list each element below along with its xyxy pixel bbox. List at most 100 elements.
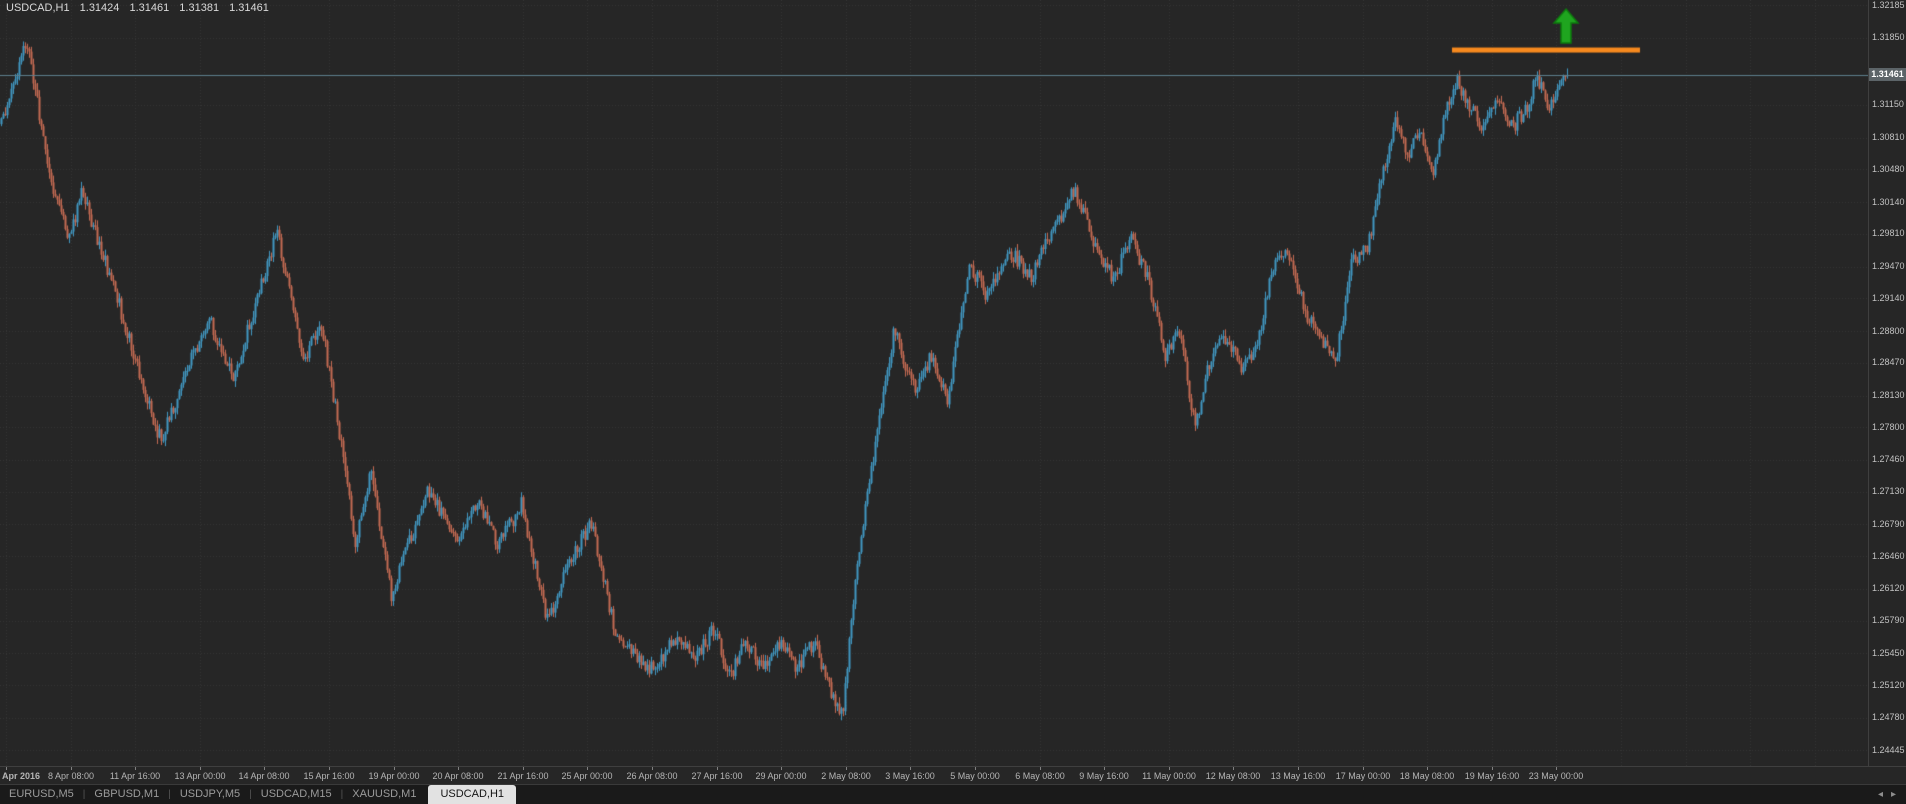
time-axis-tick — [975, 767, 976, 770]
chart-ohlc-readout: USDCAD,H1 1.31424 1.31461 1.31381 1.3146… — [6, 2, 276, 14]
time-axis-tick — [329, 767, 330, 770]
price-axis-label: 1.25120 — [1872, 679, 1905, 690]
time-axis-label: 3 May 16:00 — [885, 771, 935, 781]
price-axis-label: 1.26120 — [1872, 583, 1905, 594]
time-axis-label: 11 May 00:00 — [1142, 771, 1196, 781]
time-axis-tick — [1427, 767, 1428, 770]
time-axis-label: 5 May 00:00 — [950, 771, 1000, 781]
time-axis-label: Apr 2016 — [2, 771, 41, 781]
price-axis-label: 1.26790 — [1872, 518, 1905, 529]
time-axis-tick — [587, 767, 588, 770]
time-axis-tick — [71, 767, 72, 770]
time-axis-label: 25 Apr 00:00 — [561, 771, 613, 781]
time-axis-tick — [781, 767, 782, 770]
time-axis-tick — [1556, 767, 1557, 770]
time-axis-tick — [846, 767, 847, 770]
chart-tab-bar: EURUSD,M5 | GBPUSD,M1 | USDJPY,M5 | USDCAD,M15… — [0, 784, 1906, 804]
tab-scroll-controls: ◂ ▸ — [1878, 789, 1906, 804]
chart-tab-xauusd-m1[interactable]: XAUUSD,M1 — [352, 788, 417, 800]
current-price-tag: 1.31461 — [1869, 68, 1906, 82]
time-axis-label: 19 May 16:00 — [1464, 771, 1520, 781]
time-axis-tick — [458, 767, 459, 770]
ohlc-close-value: 1.31461 — [229, 2, 269, 14]
tab-separator: | — [82, 789, 86, 800]
time-axis-label: 8 Apr 08:00 — [47, 771, 95, 781]
price-axis-label: 1.27130 — [1872, 486, 1905, 497]
tab-scroll-right-icon[interactable]: ▸ — [1890, 789, 1896, 800]
price-axis-label: 1.24445 — [1872, 744, 1905, 755]
chart-tab-eurusd-m5[interactable]: EURUSD,M5 — [9, 788, 74, 800]
price-axis-label: 1.25450 — [1872, 647, 1905, 658]
price-axis-label: 1.30480 — [1872, 163, 1905, 174]
candlestick-chart-canvas[interactable] — [0, 0, 1868, 766]
price-axis-label: 1.26460 — [1872, 550, 1905, 561]
time-axis-tick — [1492, 767, 1493, 770]
time-axis-label: 29 Apr 00:00 — [755, 771, 807, 781]
time-axis[interactable]: Apr 2016 8 Apr 08:00 11 Apr 16:00 13 Apr 00… — [0, 766, 1906, 785]
price-axis-label: 1.32185 — [1872, 0, 1905, 10]
time-axis-label: 13 Apr 00:00 — [174, 771, 226, 781]
price-axis-label: 1.24780 — [1872, 712, 1905, 723]
price-axis-label: 1.30140 — [1872, 196, 1905, 207]
ohlc-low-value: 1.31381 — [179, 2, 220, 14]
price-axis-label: 1.27800 — [1872, 421, 1905, 432]
price-axis-label: 1.29140 — [1872, 292, 1905, 303]
time-axis-label: 9 May 16:00 — [1079, 771, 1129, 781]
time-axis-tick — [6, 767, 7, 770]
price-axis[interactable]: 1.31461 1.32185 1.31850 1.31150 1.30810 1.30… — [1868, 0, 1906, 766]
time-axis-label: 12 May 08:00 — [1205, 771, 1261, 781]
price-axis-label: 1.25790 — [1872, 615, 1905, 626]
time-axis-tick — [1104, 767, 1105, 770]
price-axis-label: 1.31150 — [1872, 99, 1904, 110]
time-axis-label: 13 May 16:00 — [1270, 771, 1326, 781]
time-axis-tick — [1169, 767, 1170, 770]
time-axis-label: 14 Apr 08:00 — [238, 771, 290, 781]
chart-area[interactable]: USDCAD,H1 1.31424 1.31461 1.31381 1.3146… — [0, 0, 1906, 766]
price-axis-label: 1.27460 — [1872, 454, 1905, 465]
time-axis-label: 21 Apr 16:00 — [497, 771, 549, 781]
price-axis-label: 1.28470 — [1872, 357, 1905, 368]
time-axis-tick — [523, 767, 524, 770]
time-axis-label: 20 Apr 08:00 — [432, 771, 484, 781]
price-axis-label: 1.28800 — [1872, 325, 1905, 336]
chart-tab-usdcad-m15[interactable]: USDCAD,M15 — [260, 788, 332, 800]
chart-tabs: EURUSD,M5 | GBPUSD,M1 | USDJPY,M5 | USDCAD,M15… — [0, 785, 519, 804]
price-axis-label: 1.29810 — [1872, 228, 1905, 239]
time-axis-tick — [1040, 767, 1041, 770]
time-axis-label: 18 May 08:00 — [1399, 771, 1455, 781]
time-axis-label: 23 May 00:00 — [1528, 771, 1584, 781]
time-axis-tick — [264, 767, 265, 770]
price-axis-label: 1.31850 — [1872, 32, 1905, 43]
tab-separator: | — [168, 789, 171, 800]
chart-symbol-timeframe: USDCAD,H1 — [6, 2, 70, 14]
chart-tab-usdcad-h1[interactable]: USDCAD,H1 — [428, 785, 517, 804]
tab-scroll-left-icon[interactable]: ◂ — [1877, 789, 1883, 800]
time-axis-label: 15 Apr 16:00 — [303, 771, 355, 781]
tab-separator: | — [249, 789, 252, 800]
time-axis-tick — [652, 767, 653, 770]
price-axis-label: 1.30810 — [1872, 132, 1905, 143]
chart-tab-usdjpy-m5[interactable]: USDJPY,M5 — [179, 788, 241, 800]
time-axis-label: 11 Apr 16:00 — [109, 771, 161, 781]
time-axis-label: 27 Apr 16:00 — [691, 771, 743, 781]
time-axis-tick — [394, 767, 395, 770]
time-axis-label: 26 Apr 08:00 — [626, 771, 678, 781]
time-axis-tick — [135, 767, 136, 770]
ohlc-high-value: 1.31461 — [129, 2, 170, 14]
time-axis-tick — [717, 767, 718, 770]
time-axis-label: 17 May 00:00 — [1335, 771, 1391, 781]
time-axis-tick — [1363, 767, 1364, 770]
time-axis-label: 19 Apr 00:00 — [368, 771, 420, 781]
price-axis-label: 1.28130 — [1872, 390, 1905, 400]
time-axis-label: 6 May 08:00 — [1015, 771, 1065, 781]
time-axis-tick — [910, 767, 911, 770]
time-axis-label: 2 May 08:00 — [821, 771, 871, 781]
time-axis-tick — [200, 767, 201, 770]
time-axis-tick — [1233, 767, 1234, 770]
tab-separator: | — [340, 789, 344, 800]
chart-tab-gbpusd-m1[interactable]: GBPUSD,M1 — [94, 788, 160, 800]
time-axis-tick — [1298, 767, 1299, 770]
ohlc-open-value: 1.31424 — [79, 2, 120, 14]
price-axis-label: 1.29470 — [1872, 261, 1905, 272]
